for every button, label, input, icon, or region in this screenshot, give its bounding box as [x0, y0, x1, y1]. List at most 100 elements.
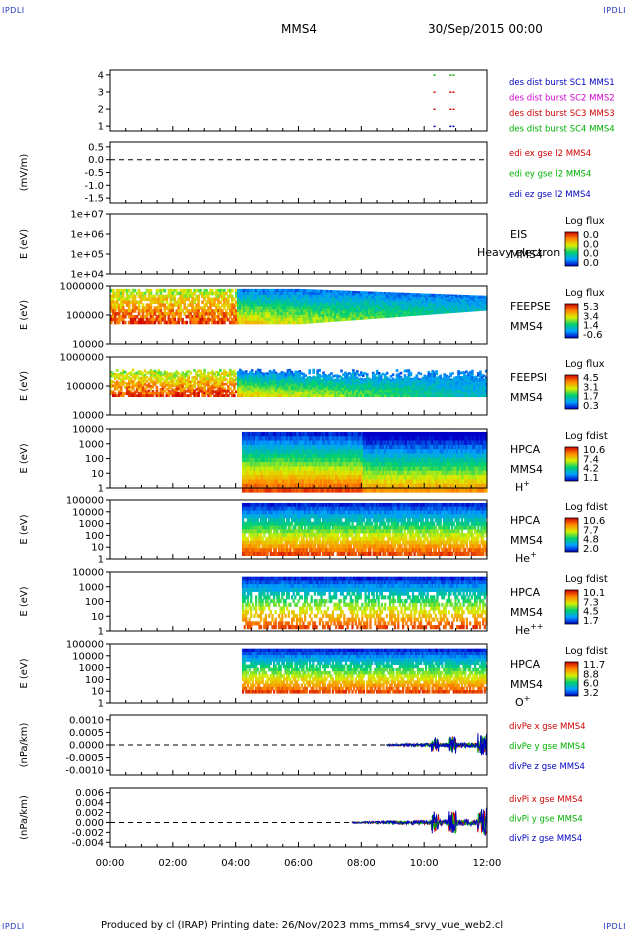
spectrogram-cell — [473, 394, 476, 398]
spectrogram-cell — [205, 303, 208, 307]
spectrogram-cell — [328, 390, 331, 393]
spectrogram-cell — [413, 313, 417, 316]
spectrogram-cell — [272, 306, 276, 310]
spectrogram-cell — [306, 300, 310, 304]
spectrogram-cell — [115, 382, 119, 386]
spectrogram-cell — [248, 375, 252, 379]
spectrogram-cell — [395, 378, 399, 382]
spectrogram-cell — [211, 312, 214, 316]
spectrogram-cell — [284, 303, 288, 307]
spectrogram-cell — [167, 320, 171, 325]
spectrogram-cell — [338, 297, 341, 302]
spectrogram-cell — [443, 308, 446, 311]
spectrogram-cell — [131, 288, 135, 293]
spectrogram-cell — [262, 392, 266, 396]
spectrogram-cell — [246, 436, 250, 441]
spectrogram-cell — [348, 312, 351, 316]
spectrogram-cell — [373, 291, 377, 295]
spectrogram-cell — [197, 306, 200, 310]
spectrogram-cell — [177, 380, 181, 384]
spectrogram-cell — [411, 392, 415, 395]
spectrogram-cell — [385, 394, 389, 398]
burst-mark — [452, 108, 455, 111]
spectrogram-cell — [304, 306, 308, 310]
spectrogram-cell — [149, 394, 153, 398]
spectrogram-cell — [280, 392, 284, 395]
spectrogram-cell — [133, 374, 137, 377]
spectrogram-cell — [294, 483, 297, 489]
spectrogram-cell — [282, 294, 286, 299]
spectrogram-cell — [271, 431, 274, 437]
spectrogram-cell — [263, 470, 266, 476]
spectrogram-cell — [423, 392, 427, 395]
spectrogram-cell — [399, 375, 403, 379]
spectrogram-cell — [334, 388, 337, 392]
spectrogram-cell — [389, 312, 393, 316]
spectrogram-cell — [419, 311, 423, 314]
spectrogram-cell — [143, 369, 147, 373]
spectrogram-cell — [439, 380, 442, 384]
spectrogram-cell — [240, 372, 244, 376]
spectrogram-cell — [179, 297, 183, 302]
spectrogram-cell — [219, 317, 222, 322]
spectrogram-cell — [445, 392, 448, 395]
spectrogram-cell — [260, 382, 264, 385]
spectrogram-cell — [449, 388, 452, 392]
spectrogram-cell — [294, 306, 298, 310]
spectrogram-cell — [340, 318, 343, 322]
spectrogram-cell — [459, 394, 462, 398]
spectrogram-cell — [385, 302, 389, 306]
spectrogram-cell — [397, 383, 401, 387]
spectrogram-cell — [403, 378, 407, 382]
spectrogram-cell — [340, 300, 343, 304]
spectrogram-cell — [181, 381, 185, 385]
spectrogram-cell — [139, 387, 143, 391]
spectrogram-cell — [294, 475, 297, 480]
spectrogram-cell — [459, 378, 462, 382]
spectrogram-cell — [287, 457, 290, 463]
spectrogram-cell — [375, 394, 379, 398]
spectrogram-cell — [405, 382, 409, 386]
spectrogram-cell — [290, 294, 294, 299]
spectrogram-cell — [358, 300, 361, 304]
spectrogram-cell — [469, 373, 472, 377]
spectrogram-cell — [117, 303, 121, 307]
spectrogram-cell — [290, 436, 294, 441]
spectrogram-cell — [417, 295, 421, 298]
spectrogram-cell — [193, 288, 196, 293]
spectrogram-cell — [276, 436, 279, 441]
spectrogram-cell — [269, 462, 272, 467]
spectrogram-cell — [320, 300, 323, 304]
spectrogram-cell — [433, 307, 437, 310]
spectrogram-cell — [409, 300, 413, 303]
spectrogram-cell — [393, 384, 397, 388]
spectrogram-cell — [344, 317, 347, 321]
spectrogram-cell — [435, 376, 438, 380]
spectrogram-cell — [269, 457, 272, 463]
spectrogram-cell — [465, 301, 468, 304]
spectrogram-cell — [203, 371, 206, 375]
spectrogram-cell — [435, 372, 438, 376]
spectrogram-cell — [243, 470, 246, 476]
spectrogram-cell — [389, 308, 393, 312]
spectrogram-cell — [272, 294, 276, 299]
spectrogram-cell — [159, 315, 163, 319]
spectrogram-cell — [143, 306, 147, 310]
spectrogram-cell — [425, 387, 429, 391]
spectrogram-cell — [201, 378, 204, 382]
spectrogram-cell — [274, 470, 277, 476]
spectrogram-cell — [123, 370, 127, 374]
spectrogram-cell — [405, 302, 409, 305]
spectrogram-cell — [274, 303, 278, 307]
spectrogram-cell — [295, 444, 299, 450]
spectrogram-cell — [246, 453, 250, 459]
spectrogram-cell — [149, 317, 153, 322]
spectrogram-cell — [342, 312, 345, 317]
spectrogram-cell — [115, 387, 119, 391]
spectrogram-cell — [296, 300, 300, 304]
spectrogram-cell — [455, 296, 458, 299]
spectrogram-cell — [435, 300, 438, 303]
spectrogram-cell — [471, 380, 474, 384]
spectrogram-cell — [425, 379, 429, 383]
colorbar-tick-label: 4.5 — [583, 373, 599, 384]
